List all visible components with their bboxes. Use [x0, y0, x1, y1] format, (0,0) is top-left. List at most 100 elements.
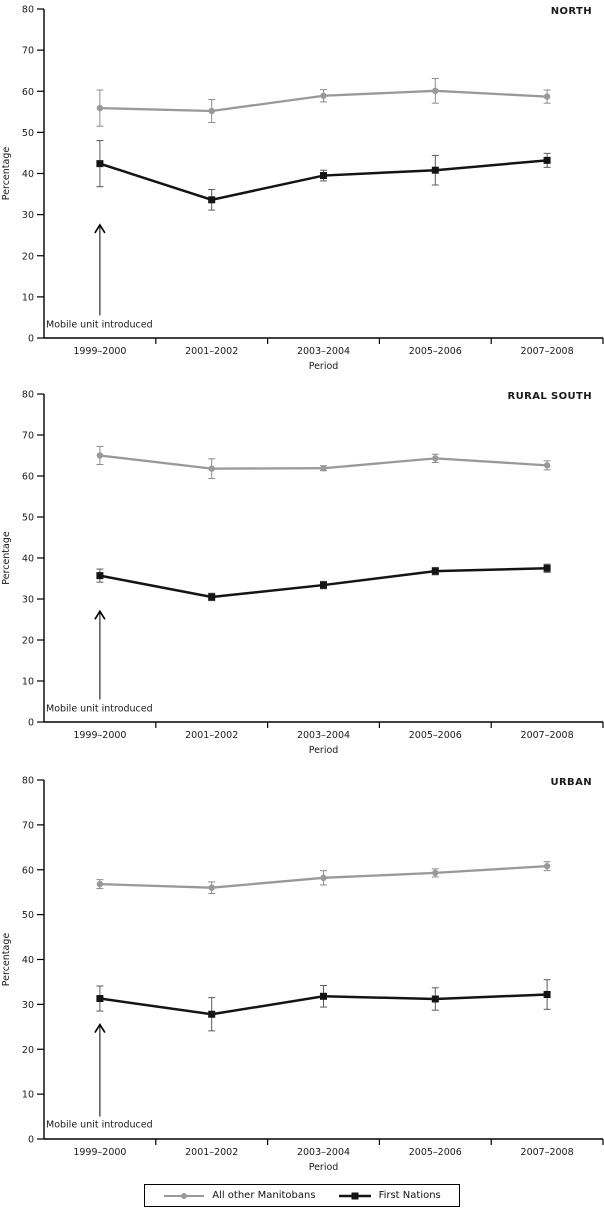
y-tick-label: 40: [22, 169, 34, 180]
chart-urban-canvas: 0 10 20 30 40 50 60 70 80 1999–2000 2001–2002 2003–…: [1, 776, 604, 1173]
annotation-text: Mobile unit introduced: [46, 319, 153, 330]
x-category-label: 2007–2008: [521, 730, 574, 741]
data-point-marker: [543, 93, 551, 100]
x-category-label: 2005–2006: [409, 346, 462, 357]
data-point-marker: [208, 1010, 216, 1018]
y-tick-label: 10: [22, 1090, 34, 1101]
annotation-arrow-head: [94, 1023, 106, 1033]
legend-item-all-other-manitobans: All other Manitobans: [163, 1190, 316, 1201]
legend-label-all-other-manitobans: All other Manitobans: [212, 1190, 316, 1201]
y-tick-label: 30: [22, 210, 34, 221]
x-category-label: 2003–2004: [297, 346, 350, 357]
data-point-marker: [96, 572, 104, 580]
series-all-other-manitobans: [96, 445, 551, 479]
y-tick-label: 70: [22, 820, 34, 831]
y-tick-label: 50: [22, 128, 34, 139]
y-tick-label: 80: [22, 776, 34, 787]
y-tick-label: 80: [22, 5, 34, 16]
y-tick-label: 60: [22, 865, 34, 876]
x-axis-title: Period: [309, 361, 339, 372]
x-axis-title: Period: [309, 745, 339, 756]
y-tick-label: 0: [28, 718, 34, 729]
x-category-label: 2001–2002: [185, 346, 238, 357]
y-tick-label: 0: [28, 334, 34, 345]
data-point-marker: [320, 874, 327, 882]
chart-rural-south-canvas: 0 10 20 30 40 50 60 70 80 1999–2000 2001–2002 2003–…: [1, 390, 604, 756]
chart-rural-south: 0 10 20 30 40 50 60 70 80 1999–2000 2001–2002 2003–…: [0, 384, 604, 769]
black-line-square-marker-icon: [338, 1192, 371, 1199]
y-tick-label: 30: [22, 595, 34, 606]
x-category-label: 2003–2004: [297, 730, 350, 741]
panel-title: NORTH: [551, 6, 592, 17]
annotation-arrow-head: [94, 609, 106, 620]
y-tick-label: 20: [22, 1045, 34, 1056]
data-point-marker: [543, 564, 551, 572]
annotation-arrow-head: [94, 223, 106, 234]
x-category-label: 1999–2000: [73, 1147, 126, 1158]
y-tick-label: 0: [28, 1135, 34, 1146]
y-tick-label: 10: [22, 292, 34, 303]
y-axis-title: Percentage: [1, 933, 12, 987]
data-point-marker: [432, 87, 439, 95]
y-tick-label: 80: [22, 390, 34, 401]
annotation-text: Mobile unit introduced: [46, 1119, 153, 1130]
x-category-label: 2001–2002: [185, 1147, 238, 1158]
x-category-label: 2007–2008: [521, 1147, 574, 1158]
x-category-label: 2005–2006: [409, 1147, 462, 1158]
y-tick-label: 70: [22, 46, 34, 57]
data-point-marker: [96, 160, 104, 168]
data-point-marker: [208, 465, 215, 472]
y-tick-label: 40: [22, 554, 34, 565]
y-tick-label: 70: [22, 431, 34, 442]
x-category-label: 1999–2000: [73, 346, 126, 357]
y-tick-label: 50: [22, 513, 34, 524]
legend: All other Manitobans First Nations: [0, 1176, 604, 1215]
data-point-marker: [543, 156, 551, 164]
data-point-marker: [432, 455, 439, 462]
data-point-marker: [543, 862, 551, 870]
y-tick-label: 30: [22, 1000, 34, 1011]
data-point-marker: [208, 593, 216, 601]
y-tick-label: 60: [22, 87, 34, 98]
panel-title: URBAN: [550, 777, 592, 788]
legend-label-first-nations: First Nations: [378, 1190, 441, 1201]
data-point-marker: [320, 172, 327, 180]
data-point-marker: [431, 567, 439, 575]
data-point-marker: [320, 92, 327, 99]
data-point-marker: [320, 992, 327, 1000]
data-point-marker: [96, 104, 104, 112]
data-point-marker: [96, 995, 104, 1003]
y-axis-title: Percentage: [1, 147, 12, 201]
legend-item-first-nations: First Nations: [338, 1190, 441, 1201]
data-point-marker: [543, 462, 551, 469]
chart-north-canvas: 0 10 20 30 40 50 60 70 80 1999–2000 2001–2002 2003–…: [1, 5, 604, 372]
data-point-marker: [320, 581, 327, 589]
y-tick-label: 50: [22, 910, 34, 921]
data-point-marker: [96, 452, 104, 459]
x-category-label: 2001–2002: [185, 730, 238, 741]
panel-title: RURAL SOUTH: [507, 391, 592, 402]
x-axis-title: Period: [309, 1162, 339, 1173]
y-tick-label: 20: [22, 636, 34, 647]
chart-north: 0 10 20 30 40 50 60 70 80 1999–2000 2001–2002 2003–…: [0, 0, 604, 384]
y-tick-label: 20: [22, 251, 34, 262]
y-axis-title: Percentage: [1, 531, 12, 585]
data-point-marker: [96, 880, 104, 888]
y-tick-label: 40: [22, 955, 34, 966]
series-all-other-manitobans: [96, 78, 551, 127]
annotation-text: Mobile unit introduced: [46, 703, 153, 714]
series-first-nations: [96, 140, 551, 211]
series-first-nations: [96, 563, 551, 602]
gray-line-circle-marker-icon: [164, 1192, 205, 1199]
data-point-marker: [543, 991, 551, 999]
data-point-marker: [208, 196, 216, 204]
y-tick-label: 60: [22, 472, 34, 483]
legend-box: All other Manitobans First Nations: [144, 1184, 460, 1207]
data-point-marker: [320, 465, 327, 472]
y-tick-label: 10: [22, 677, 34, 688]
data-point-marker: [208, 884, 215, 891]
series-all-other-manitobans: [96, 861, 551, 895]
chart-urban: 0 10 20 30 40 50 60 70 80 1999–2000 2001–2002 2003–…: [0, 769, 604, 1176]
data-point-marker: [208, 107, 215, 115]
